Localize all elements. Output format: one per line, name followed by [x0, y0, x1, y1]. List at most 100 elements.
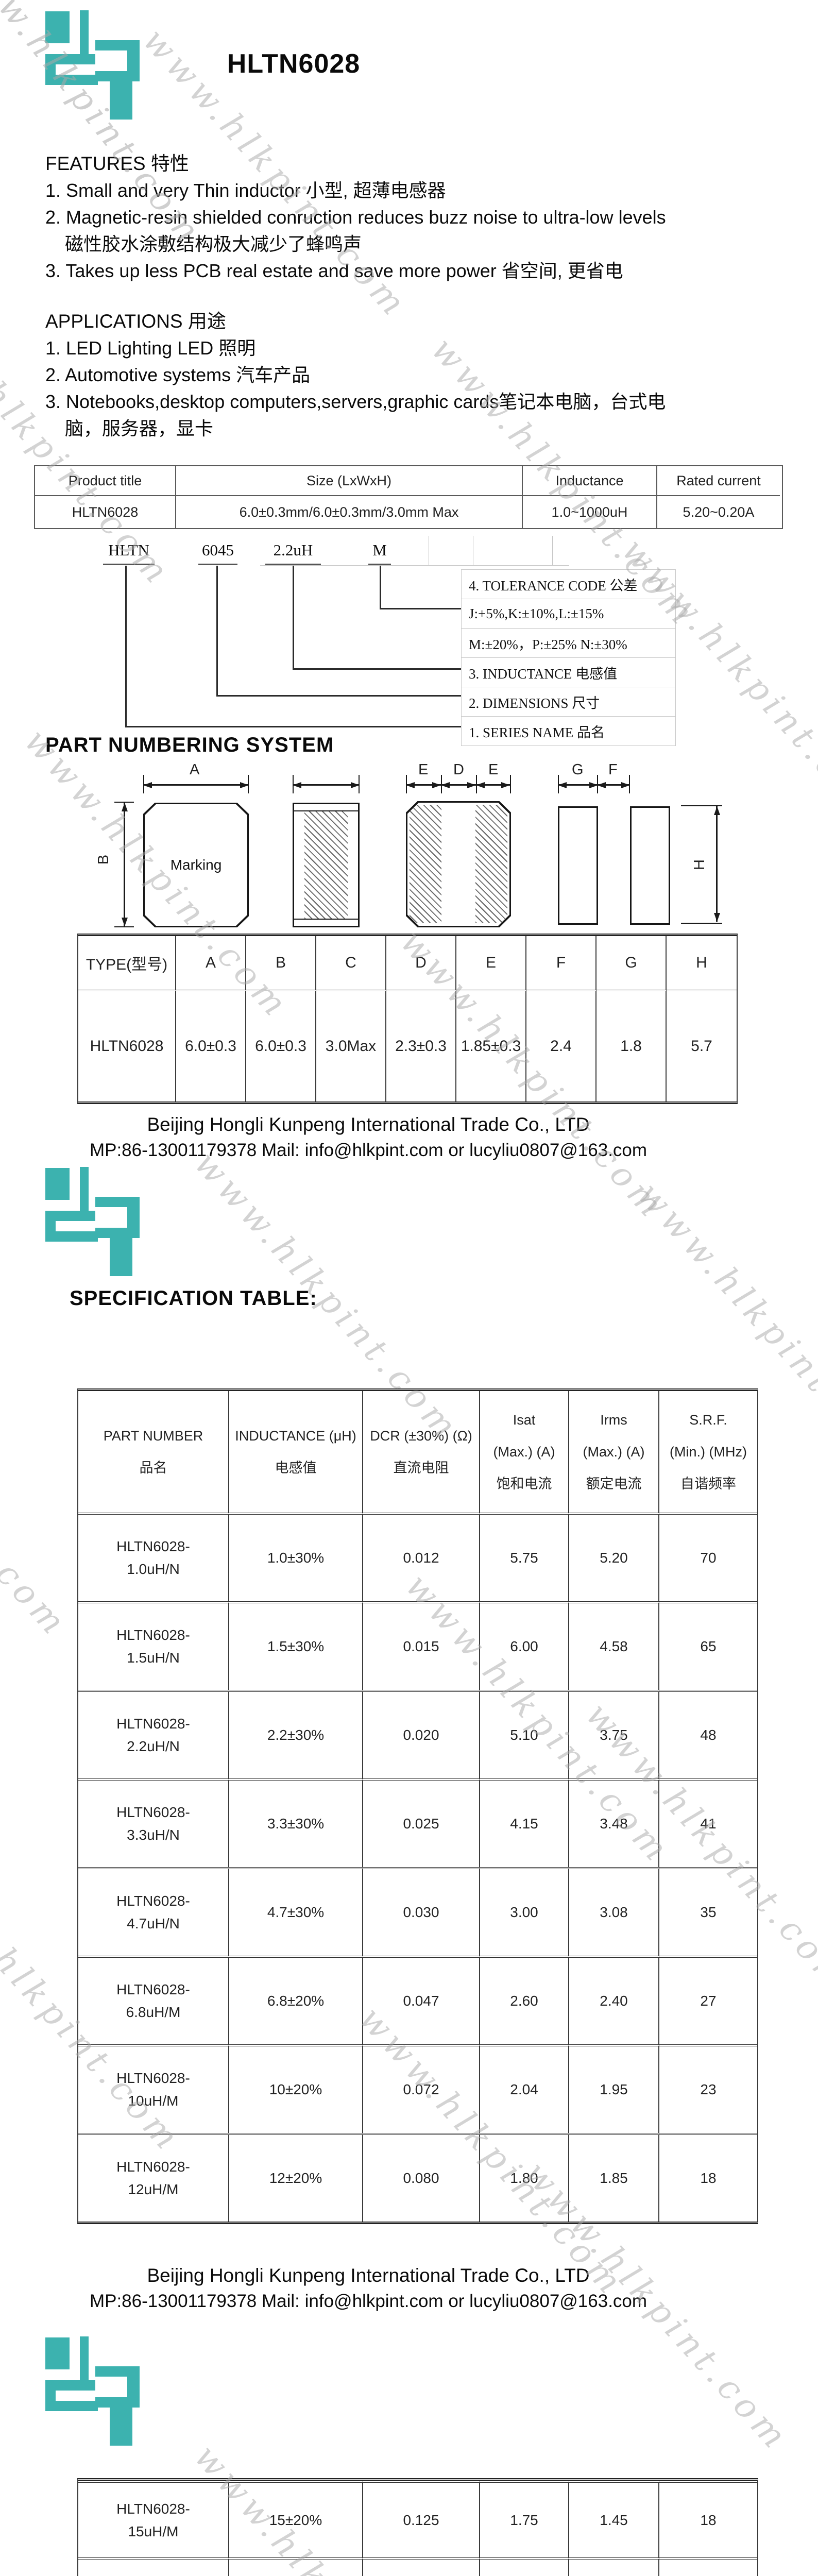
connector-line [216, 566, 218, 697]
divider [552, 536, 553, 566]
table-header-row: TYPE(型号) A B C D E F G H [78, 936, 737, 991]
type-dimension-table: TYPE(型号) A B C D E F G H HLTN6028 6.0±0.… [77, 934, 738, 1104]
page-footer: Beijing Hongli Kunpeng International Tra… [0, 2263, 737, 2314]
specification-table-1: PART NUMBER 品名 INDUCTANCE (μH) 电感值 DCR (±3… [77, 1388, 758, 2224]
table-cell: 2.4 [526, 991, 597, 1101]
column-header: B [246, 936, 316, 991]
specification-table-2: HLTN6028- 15uH/M 15±20% 0.125 1.75 1.45 1… [77, 2478, 758, 2576]
dim-arrow-b [122, 803, 128, 926]
label-inductance: 3. INDUCTANCE 电感值 [462, 658, 675, 687]
dim-arrow-h [714, 806, 720, 922]
dim-label-g: G [572, 761, 584, 778]
column-header: TYPE(型号) [78, 936, 176, 991]
part-code-dimensions: 6045 [198, 541, 237, 565]
connector-line [380, 566, 381, 609]
table-cell: 6.0±0.3 [246, 991, 316, 1101]
irms-cell: 5.20 [569, 1513, 659, 1601]
isat-cell: 5.75 [480, 1513, 569, 1601]
srf-cell: 65 [659, 1601, 757, 1690]
isat-cell: 6.00 [480, 1601, 569, 1690]
company-logo [44, 10, 157, 131]
part-number-cell: HLTN6028- 1.0uH/N [78, 1513, 229, 1601]
srf-cell: 35 [659, 1867, 757, 1956]
feature-item: 1. Small and very Thin inductor 小型, 超薄电感… [45, 180, 446, 201]
dim-arrow-f [597, 782, 630, 788]
dcr-cell: 0.125 [363, 2481, 480, 2557]
srf-cell: 15 [659, 2557, 757, 2576]
marking-label: Marking [170, 857, 222, 873]
dim-label-f: F [608, 761, 618, 778]
table-row: HLTN6028- 1.5uH/N 1.5±30% 0.015 6.00 4.58… [78, 1601, 757, 1690]
dimension-drawings: A B Marking E D E [0, 757, 818, 934]
part-number-cell: HLTN6028- 12uH/M [78, 2133, 229, 2222]
inductance-cell: 1.5±30% [229, 1601, 363, 1690]
inductance-cell: 15±20% [229, 2481, 363, 2557]
part-number-cell: HLTN6028- 4.7uH/N [78, 1867, 229, 1956]
column-header: Size (LxWxH) [176, 466, 523, 496]
part-number-cell: HLTN6028- 15uH/M [78, 2481, 229, 2557]
tick [114, 926, 134, 927]
dim-label-e2: E [488, 761, 499, 778]
label-tolerance-code: 4. TOLERANCE CODE 公差 [462, 570, 675, 599]
company-name: Beijing Hongli Kunpeng International Tra… [147, 1114, 590, 1135]
irms-cell: 1.45 [569, 2481, 659, 2557]
land-pad [630, 806, 670, 925]
connector-line [125, 726, 461, 727]
dcr-cell: 0.047 [363, 1956, 480, 2044]
inductance-cell: 6.8±20% [229, 1956, 363, 2044]
features-section: FEATURES 特性 1. Small and very Thin induc… [45, 150, 666, 284]
dcr-cell: 0.030 [363, 1867, 480, 1956]
table-cell: 5.7 [691, 1038, 712, 1055]
inductance-cell: 2.2±30% [229, 1690, 363, 1778]
label-series-name: 1. SERIES NAME 品名 [469, 724, 605, 740]
contact-info: MP:86-13001179378 Mail: info@hlkpint.com… [89, 2291, 647, 2311]
feature-item: 磁性胶水涂敷结构极大减少了蜂鸣声 [65, 233, 362, 255]
application-item: 2. Automotive systems 汽车产品 [45, 364, 311, 385]
features-heading: FEATURES 特性 [45, 153, 189, 174]
part-number-cell: HLTN6028- 6.8uH/M [78, 1956, 229, 2044]
column-header: D [386, 936, 456, 991]
srf-cell: 41 [659, 1778, 757, 1867]
connector-line [293, 668, 461, 670]
part-number-cell: HLTN6028- 2.2uH/N [78, 1690, 229, 1778]
table-cell: HLTN6028 [35, 496, 176, 528]
column-header: Rated current [657, 466, 780, 496]
dcr-cell: 0.080 [363, 2133, 480, 2222]
isat-cell: 5.10 [480, 1690, 569, 1778]
column-header: E [456, 936, 526, 991]
label-tolerance-values-1: J:+5%,K:±10%,L:±15% [462, 599, 675, 629]
feature-item: 2. Magnetic-resin shielded conruction re… [45, 207, 666, 228]
inductance-cell: 18±20% [229, 2557, 363, 2576]
connector-line [380, 608, 461, 609]
dim-arrow-e2 [476, 782, 510, 788]
table-cell: 1.0~1000uH [523, 496, 657, 528]
irms-cell: 3.08 [569, 1867, 659, 1956]
table-cell: 1.85±0.3 [456, 991, 526, 1101]
inductance-cell: 12±20% [229, 2133, 363, 2222]
irms-cell: 4.58 [569, 1601, 659, 1690]
table-cell: 6.0±0.3 [176, 991, 246, 1101]
irms-cell: 1.95 [569, 2044, 659, 2133]
divider [260, 565, 569, 566]
dim-label-h: H [691, 859, 708, 870]
dim-arrow-e1 [406, 782, 441, 788]
isat-cell: 2.04 [480, 2044, 569, 2133]
company-name: Beijing Hongli Kunpeng International Tra… [147, 2265, 590, 2286]
dcr-cell: 0.020 [363, 1690, 480, 1778]
column-header: S.R.F. (Min.) (MHz) 自谐频率 [670, 1412, 747, 1492]
table-cell: 6.0±0.3mm/6.0±0.3mm/3.0mm Max [176, 496, 523, 528]
tick [681, 805, 722, 806]
column-header: DCR (±30%) (Ω) 直流电阻 [363, 1391, 480, 1513]
part-numbering-heading: PART NUMBERING SYSTEM [45, 734, 334, 756]
srf-cell: 70 [659, 1513, 757, 1601]
part-numbering-labels: 4. TOLERANCE CODE 公差 J:+5%,K:±10%,L:±15%… [461, 569, 676, 746]
table-row: HLTN6028- 15uH/M 15±20% 0.125 1.75 1.45 1… [78, 2481, 757, 2557]
table-cell: 2.3±0.3 [386, 991, 456, 1101]
table-cell: 3.0Max [316, 991, 386, 1101]
dim-arrow-a [143, 782, 249, 788]
part-number-cell: HLTN6028- 1.5uH/N [78, 1601, 229, 1690]
connector-line [293, 566, 294, 670]
inductor-top-view: Marking [143, 803, 249, 927]
irms-cell: 3.48 [569, 1778, 659, 1867]
